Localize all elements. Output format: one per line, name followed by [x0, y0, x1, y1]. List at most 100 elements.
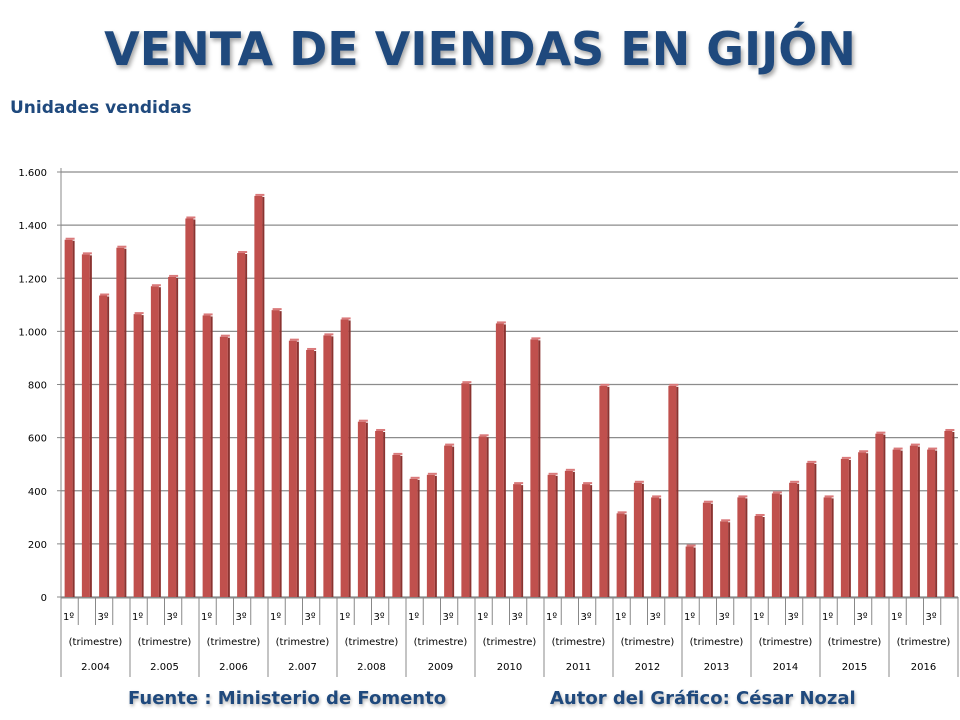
bar-side [124, 248, 127, 597]
bar [789, 482, 798, 597]
quarter-sublabel: (trimestre) [345, 637, 399, 648]
bar-top [790, 480, 800, 483]
bar-side [417, 479, 420, 597]
bar-top [807, 460, 817, 463]
bar-top [376, 428, 386, 431]
bar [168, 276, 177, 597]
bar-side [866, 453, 869, 597]
year-label: 2.007 [288, 662, 317, 673]
quarter-sublabel: (trimestre) [690, 637, 744, 648]
bar-top [945, 428, 955, 431]
bar-top [462, 381, 472, 384]
year-label: 2010 [497, 662, 522, 673]
bar-top [531, 337, 541, 340]
bar-top [82, 252, 92, 255]
year-label: 2012 [635, 662, 660, 673]
year-label: 2011 [566, 662, 591, 673]
bar-top [669, 383, 679, 386]
bar [875, 433, 884, 597]
quarter-label: 3º [788, 612, 799, 623]
quarter-sublabel: (trimestre) [483, 637, 537, 648]
bar-side [797, 483, 800, 597]
bar [495, 323, 504, 597]
year-label: 2.006 [219, 662, 248, 673]
year-label: 2009 [428, 662, 453, 673]
bar [633, 482, 642, 597]
bar-side [590, 485, 593, 597]
bar-top [703, 500, 713, 503]
quarter-label: 3º [374, 612, 385, 623]
bar [840, 458, 849, 597]
bar [64, 239, 73, 597]
bar-side [848, 459, 851, 597]
quarter-sublabel: (trimestre) [207, 637, 261, 648]
bar-side [900, 450, 903, 597]
source-note: Fuente : Ministerio de Fomento [128, 688, 447, 709]
bar-side [779, 494, 782, 597]
bar-side [262, 196, 265, 597]
bar-top [358, 419, 368, 422]
bar [99, 295, 108, 597]
bar-top [272, 308, 282, 311]
bar-top [772, 491, 782, 494]
quarter-label: 1º [684, 612, 695, 623]
bar [944, 430, 953, 597]
y-tick-label: 600 [28, 434, 47, 445]
bar-top [755, 513, 765, 516]
bar-top [410, 476, 420, 479]
bar-top [100, 293, 110, 296]
bar-side [193, 219, 196, 597]
quarter-label: 1º [201, 612, 212, 623]
y-tick-label: 1.200 [18, 274, 47, 285]
bar-top [341, 317, 351, 320]
bar-top [255, 193, 265, 196]
bar [806, 462, 815, 597]
bar-side [607, 386, 610, 597]
bar [271, 310, 280, 597]
bar [202, 315, 211, 597]
bar-top [393, 452, 403, 455]
bar [340, 319, 349, 597]
bar-top [134, 312, 144, 315]
bar-side [710, 503, 713, 597]
quarter-label: 1º [339, 612, 350, 623]
bar [685, 546, 694, 597]
bar [927, 449, 936, 597]
bar [392, 454, 401, 597]
bar-top [876, 431, 886, 434]
quarter-label: 3º [305, 612, 316, 623]
bar [133, 314, 142, 597]
bar-top [289, 338, 299, 341]
quarter-label: 1º [477, 612, 488, 623]
bar [858, 452, 867, 597]
year-label: 2.005 [150, 662, 179, 673]
quarter-sublabel: (trimestre) [621, 637, 675, 648]
bar [409, 478, 418, 597]
bar [754, 515, 763, 597]
bar [150, 286, 159, 597]
y-axis-label: Unidades vendidas [10, 98, 192, 118]
bar-top [721, 519, 731, 522]
bar [564, 470, 573, 597]
bar-top [220, 334, 230, 337]
quarter-label: 3º [857, 612, 868, 623]
bar [771, 493, 780, 597]
bar [737, 497, 746, 597]
bar-top [169, 274, 179, 277]
bar-side [141, 315, 144, 597]
bar-side [762, 516, 765, 597]
bar-side [452, 446, 455, 597]
bar-top [238, 251, 248, 254]
bar-top [910, 443, 920, 446]
bar-side [728, 522, 731, 597]
quarter-sublabel: (trimestre) [828, 637, 882, 648]
bar [219, 336, 228, 597]
bar-side [107, 296, 110, 597]
quarter-label: 3º [167, 612, 178, 623]
quarter-label: 1º [546, 612, 557, 623]
quarter-label: 3º [926, 612, 937, 623]
bar [599, 385, 608, 597]
bar-top [479, 434, 489, 437]
year-label: 2013 [704, 662, 729, 673]
author-note: Autor del Gráfico: César Nozal [550, 688, 856, 709]
